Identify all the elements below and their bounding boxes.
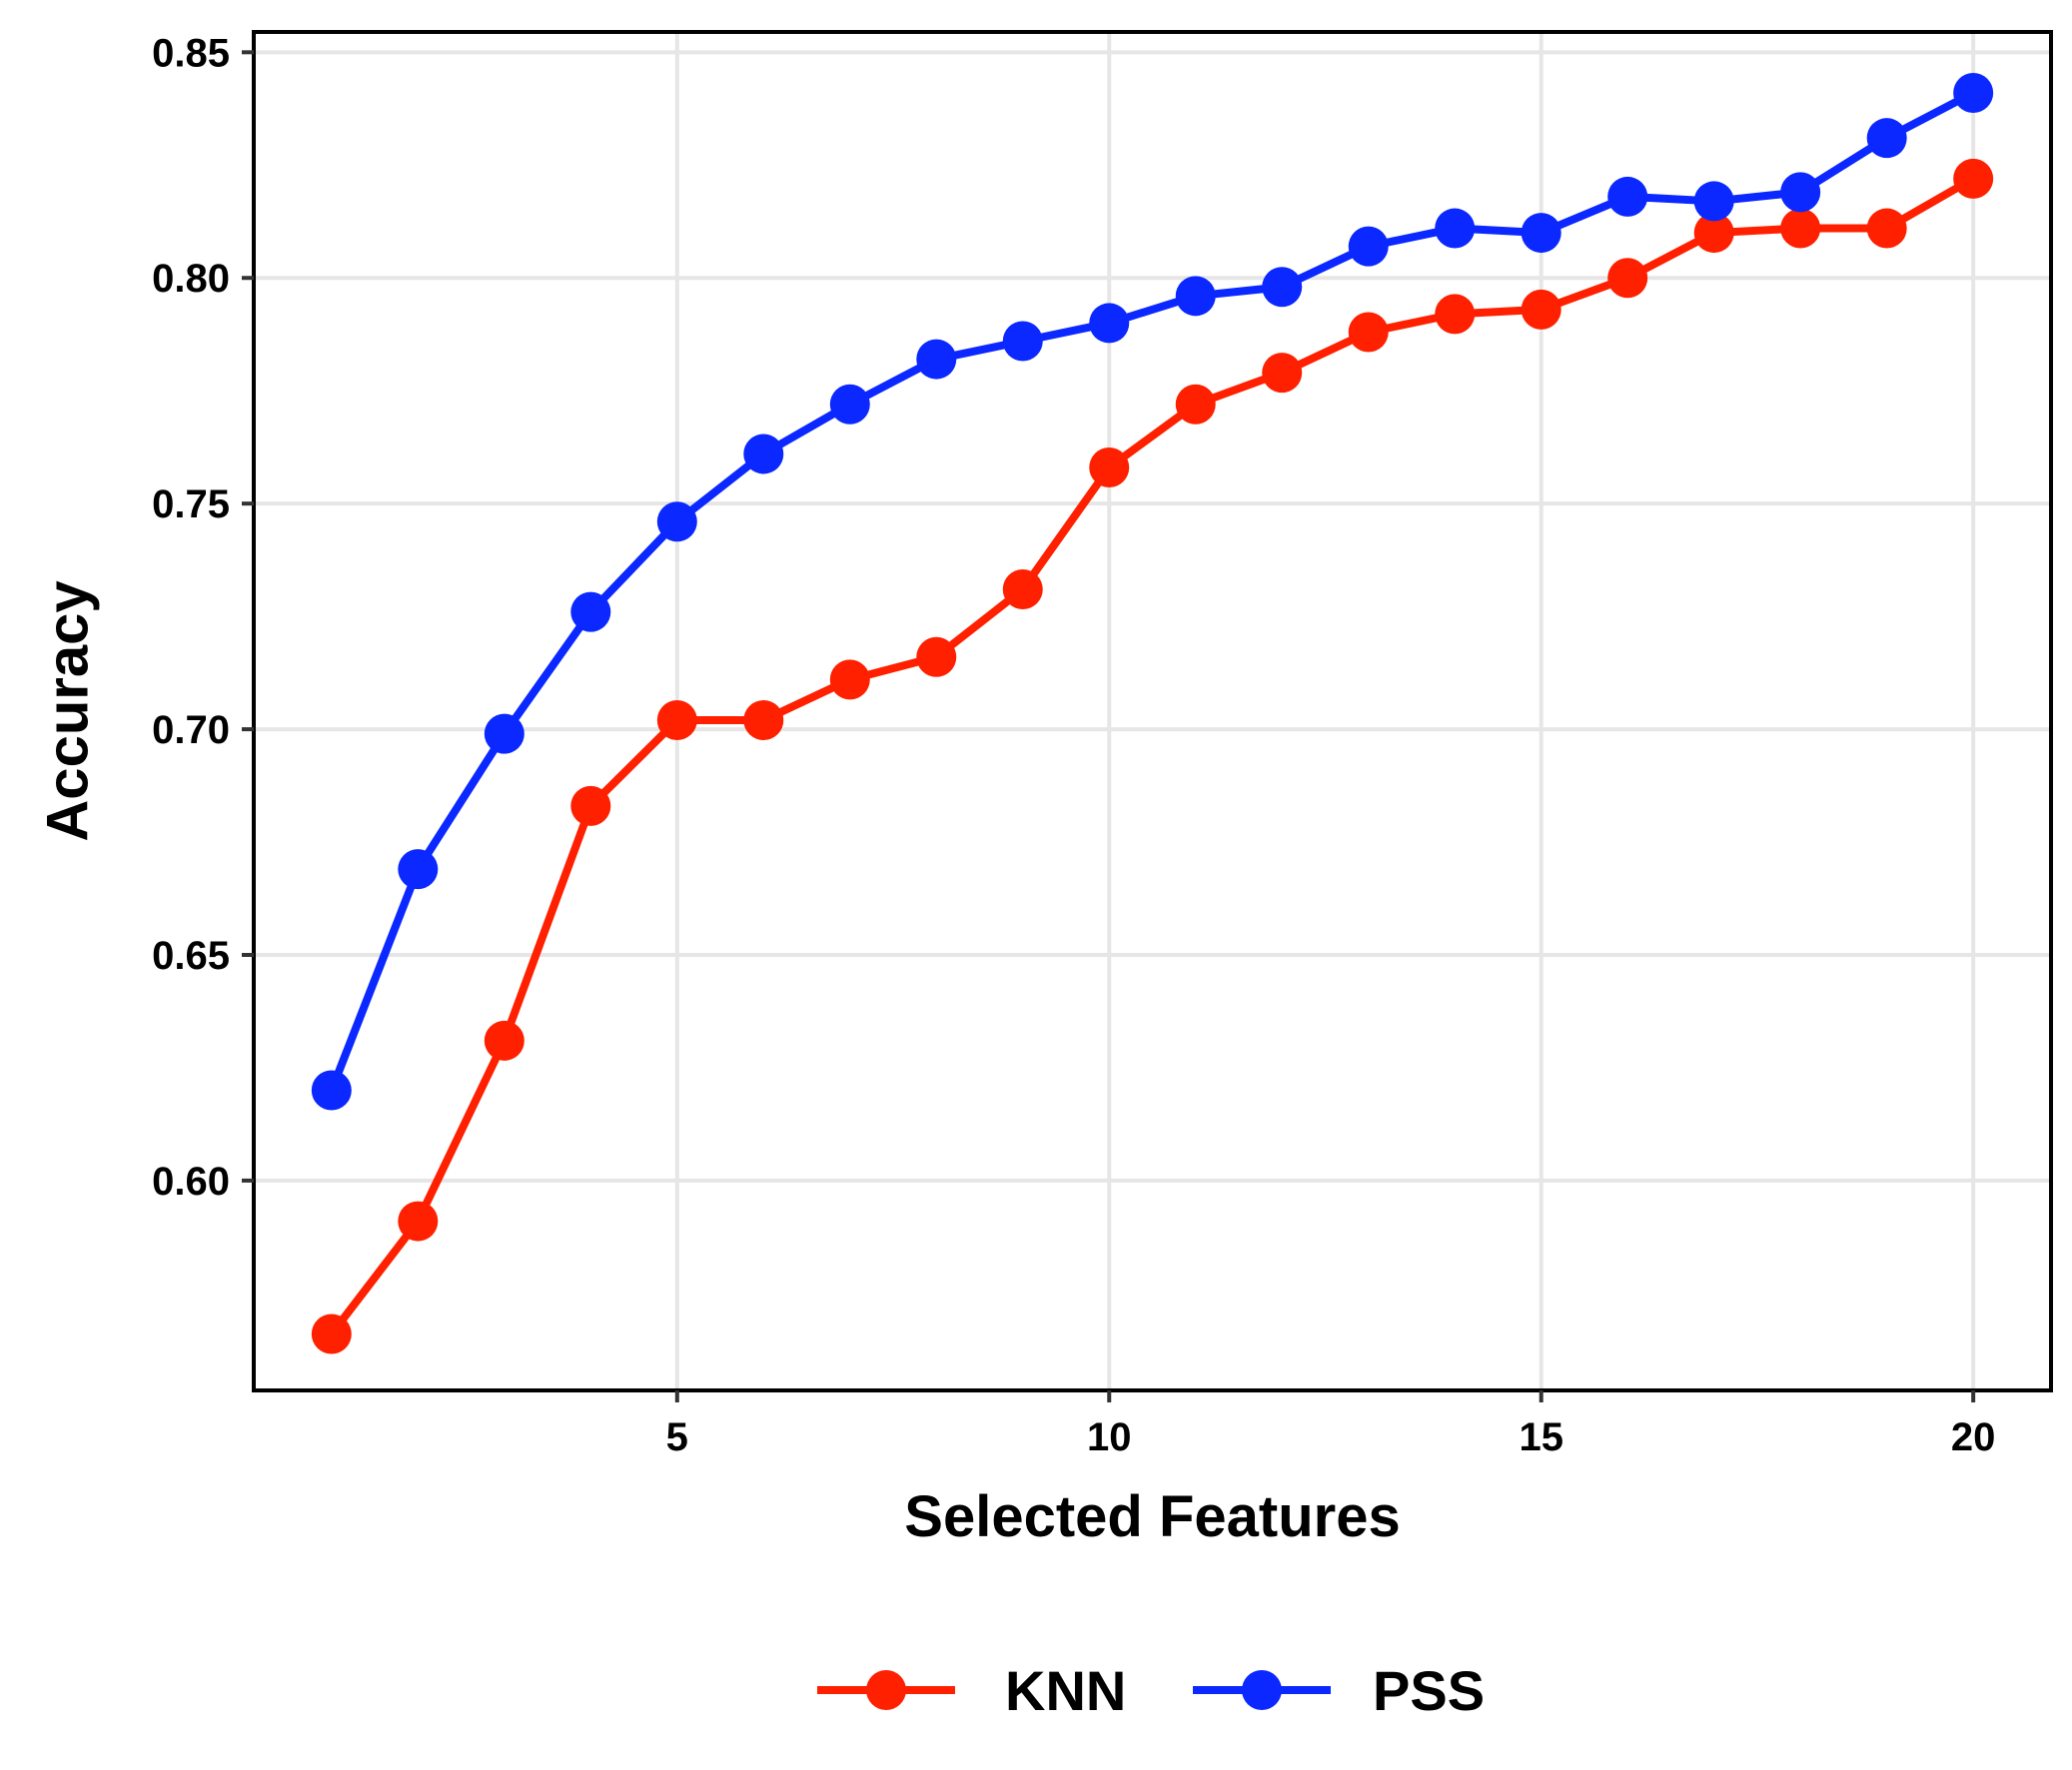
legend: KNN PSS — [817, 1659, 1485, 1722]
data-point-pss — [743, 434, 784, 474]
legend-key-marker — [1242, 1670, 1282, 1710]
y-axis-title: Accuracy — [35, 580, 100, 841]
series-layer — [311, 72, 1994, 1354]
y-tick-label: 0.70 — [152, 708, 230, 752]
gridlines — [254, 32, 2051, 1390]
data-point-pss — [1607, 176, 1648, 217]
data-point-pss — [570, 591, 611, 632]
plot-frame — [252, 30, 2053, 1392]
x-tick-label: 20 — [1951, 1415, 1996, 1459]
x-axis-title: Selected Features — [904, 1484, 1400, 1549]
data-point-knn — [1175, 384, 1216, 425]
data-point-pss — [1348, 226, 1389, 267]
y-tick-label: 0.80 — [152, 257, 230, 301]
axes: 0.60 0.65 0.70 0.75 0.80 0.85 5 10 15 20 — [152, 31, 1995, 1459]
data-point-pss — [1521, 213, 1561, 254]
data-point-pss — [1435, 208, 1476, 249]
y-tick-label: 0.65 — [152, 934, 230, 978]
data-point-pss — [484, 713, 524, 754]
data-point-knn — [570, 785, 611, 826]
data-point-pss — [1175, 276, 1216, 317]
data-point-pss — [1089, 303, 1130, 344]
data-point-knn — [1780, 208, 1821, 249]
data-point-pss — [1953, 72, 1994, 113]
data-point-pss — [398, 849, 439, 890]
data-point-knn — [656, 700, 697, 741]
data-point-knn — [1521, 289, 1561, 330]
data-point-knn — [1002, 569, 1043, 610]
series-line-knn — [328, 175, 1976, 1336]
data-point-knn — [916, 636, 957, 677]
x-tick-label: 15 — [1519, 1415, 1563, 1459]
legend-item-knn: KNN — [817, 1659, 1126, 1722]
data-point-pss — [829, 384, 870, 425]
data-point-knn — [1953, 158, 1994, 199]
data-point-knn — [484, 1020, 524, 1061]
legend-item-pss: PSS — [1193, 1659, 1485, 1722]
data-point-pss — [1262, 267, 1303, 308]
data-point-pss — [1780, 172, 1821, 213]
data-point-pss — [1693, 181, 1734, 222]
x-tick-label: 10 — [1087, 1415, 1132, 1459]
y-tick-label: 0.60 — [152, 1160, 230, 1204]
data-point-knn — [829, 659, 870, 700]
data-point-pss — [1002, 321, 1043, 362]
data-point-knn — [398, 1201, 439, 1242]
data-point-knn — [1693, 213, 1734, 254]
data-point-pss — [656, 501, 697, 542]
data-point-knn — [1089, 447, 1130, 488]
y-tick-label: 0.75 — [152, 482, 230, 526]
data-point-pss — [916, 339, 957, 380]
data-point-knn — [1435, 294, 1476, 335]
y-tick-label: 0.85 — [152, 31, 230, 75]
data-point-knn — [1262, 353, 1303, 394]
data-point-knn — [1348, 312, 1389, 353]
legend-label: PSS — [1373, 1659, 1485, 1722]
legend-label: KNN — [1005, 1659, 1126, 1722]
data-point-knn — [743, 700, 784, 741]
data-point-knn — [1866, 208, 1907, 249]
data-point-knn — [1607, 258, 1648, 299]
data-point-pss — [311, 1070, 352, 1111]
series-knn — [311, 158, 1994, 1354]
data-point-pss — [1866, 118, 1907, 159]
x-tick-label: 5 — [666, 1415, 688, 1459]
series-pss — [311, 72, 1994, 1111]
data-point-knn — [311, 1314, 352, 1354]
legend-key-marker — [866, 1670, 906, 1710]
